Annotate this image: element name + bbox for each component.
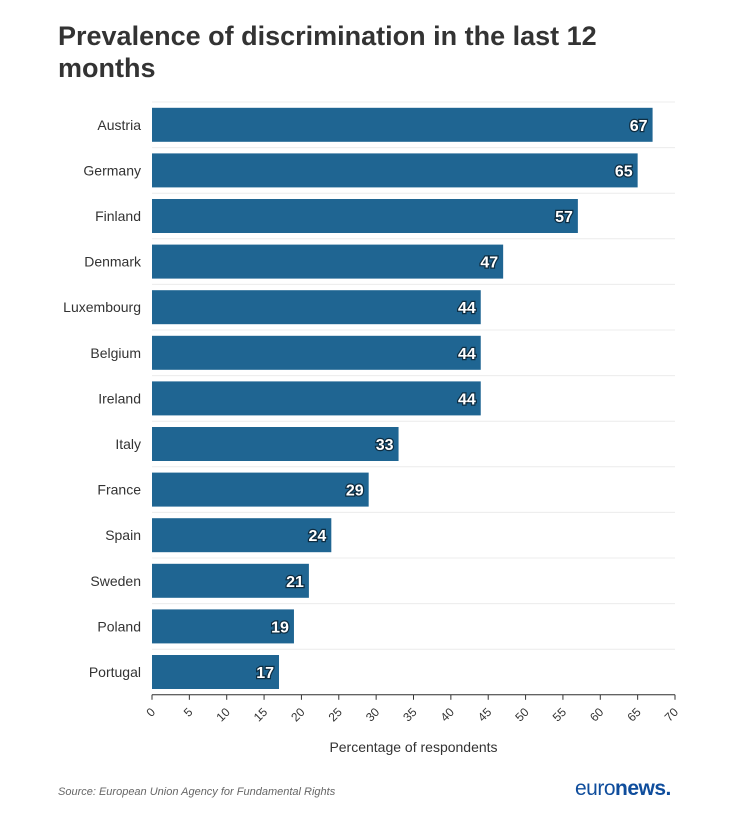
category-label: Poland [97,618,141,634]
x-tick-label: 65 [624,705,644,725]
bar [152,563,309,598]
category-label: Spain [105,527,141,543]
category-labels: Austria Germany Finland Denmark Luxembourg Be… [63,117,142,680]
category-label: Belgium [90,345,141,361]
value-label: 44 [458,300,476,317]
chart-title: Prevalence of discrimination in the last… [58,21,597,83]
category-label: Austria [97,117,141,133]
bar [152,381,481,416]
x-tick-label: 35 [400,705,420,725]
x-tick-label: 30 [363,705,383,725]
value-label: 44 [458,346,476,363]
x-tick-label: 10 [213,705,233,725]
value-label: 29 [346,483,364,500]
bar [152,655,280,689]
value-labels: 67 65 57 47 44 44 44 33 29 24 21 19 17 [255,117,649,684]
category-label: France [97,482,141,498]
bar [152,153,638,188]
bars [152,107,653,689]
category-label: Italy [115,436,141,452]
x-tick-label: 0 [143,705,158,720]
x-tick-label: 55 [550,705,570,725]
value-label: 17 [256,665,274,682]
value-label: 44 [458,391,476,408]
bar [152,244,504,279]
x-tick-label: 50 [512,705,532,725]
category-label: Sweden [90,573,141,589]
bar [152,199,578,233]
x-tick-label: 15 [251,705,271,725]
category-label: Finland [95,208,141,224]
x-tick-label: 5 [181,705,196,720]
x-tick-label: 70 [662,705,682,725]
x-tick-label: 45 [475,705,495,725]
value-label: 24 [309,528,327,545]
value-label: 47 [480,255,498,272]
x-tick-label: 25 [326,705,346,725]
x-tick-label: 60 [587,705,607,725]
bar [152,609,294,644]
bar [152,107,653,142]
source-note: Source: European Union Agency for Fundam… [58,786,336,798]
euronews-logo: euronews. [575,777,671,800]
category-label: Luxembourg [63,299,141,315]
bar [152,472,369,507]
bar-chart: Austria Germany Finland Denmark Luxembourg Be… [63,101,682,755]
bar [152,518,332,553]
category-label: Germany [83,162,141,178]
value-label: 57 [555,209,573,226]
category-label: Denmark [84,254,142,270]
value-label: 67 [630,118,648,135]
category-label: Ireland [98,390,141,406]
x-axis-label: Percentage of respondents [329,739,497,755]
value-label: 21 [286,574,304,591]
value-label: 65 [615,163,633,180]
bar [152,290,481,325]
value-label: 33 [376,437,394,454]
x-tick-label: 20 [288,705,308,725]
value-label: 19 [271,619,289,636]
category-label: Portugal [89,664,141,680]
x-tick-label: 40 [438,705,458,725]
bar [152,335,481,370]
x-axis-ticks: 0 5 10 15 20 25 30 35 40 45 50 55 60 65 70 [143,694,682,725]
gridlines [152,101,675,696]
bar [152,427,399,461]
